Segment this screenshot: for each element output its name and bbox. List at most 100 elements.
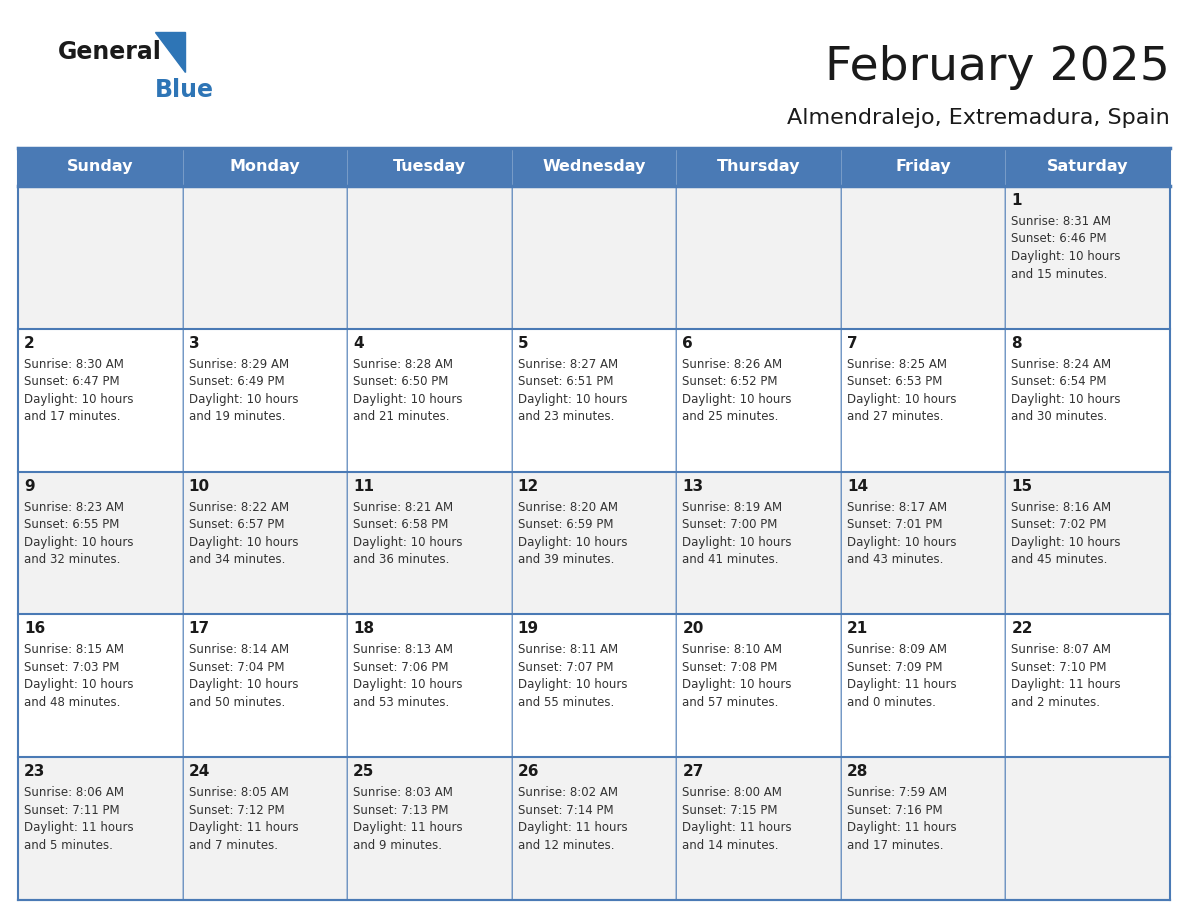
Bar: [18, 186, 183, 329]
Text: Sunrise: 8:28 AM
Sunset: 6:50 PM
Daylight: 10 hours
and 21 minutes.: Sunrise: 8:28 AM Sunset: 6:50 PM Dayligh…: [353, 358, 462, 423]
Text: 21: 21: [847, 621, 868, 636]
Text: Sunrise: 8:11 AM
Sunset: 7:07 PM
Daylight: 10 hours
and 55 minutes.: Sunrise: 8:11 AM Sunset: 7:07 PM Dayligh…: [518, 644, 627, 709]
Bar: [18, 472, 183, 614]
Bar: [841, 329, 1005, 472]
Text: Sunrise: 8:24 AM
Sunset: 6:54 PM
Daylight: 10 hours
and 30 minutes.: Sunrise: 8:24 AM Sunset: 6:54 PM Dayligh…: [1011, 358, 1121, 423]
Text: Sunrise: 8:26 AM
Sunset: 6:52 PM
Daylight: 10 hours
and 25 minutes.: Sunrise: 8:26 AM Sunset: 6:52 PM Dayligh…: [682, 358, 791, 423]
Bar: [676, 148, 841, 186]
Text: Sunrise: 8:06 AM
Sunset: 7:11 PM
Daylight: 11 hours
and 5 minutes.: Sunrise: 8:06 AM Sunset: 7:11 PM Dayligh…: [24, 786, 133, 852]
Text: Sunrise: 8:17 AM
Sunset: 7:01 PM
Daylight: 10 hours
and 43 minutes.: Sunrise: 8:17 AM Sunset: 7:01 PM Dayligh…: [847, 500, 956, 566]
Bar: [347, 614, 512, 757]
Text: 4: 4: [353, 336, 364, 351]
Text: 10: 10: [189, 478, 210, 494]
Bar: [347, 148, 512, 186]
Bar: [347, 757, 512, 900]
Text: 14: 14: [847, 478, 868, 494]
Text: 12: 12: [518, 478, 539, 494]
Bar: [512, 614, 676, 757]
Text: Sunrise: 8:15 AM
Sunset: 7:03 PM
Daylight: 10 hours
and 48 minutes.: Sunrise: 8:15 AM Sunset: 7:03 PM Dayligh…: [24, 644, 133, 709]
Bar: [18, 148, 183, 186]
Text: Sunrise: 8:05 AM
Sunset: 7:12 PM
Daylight: 11 hours
and 7 minutes.: Sunrise: 8:05 AM Sunset: 7:12 PM Dayligh…: [189, 786, 298, 852]
Text: General: General: [58, 40, 162, 64]
Text: 24: 24: [189, 764, 210, 779]
Bar: [676, 186, 841, 329]
Bar: [512, 472, 676, 614]
Bar: [183, 148, 347, 186]
Text: 7: 7: [847, 336, 858, 351]
Text: 15: 15: [1011, 478, 1032, 494]
Bar: [1005, 186, 1170, 329]
Bar: [841, 614, 1005, 757]
Text: 26: 26: [518, 764, 539, 779]
Text: 1: 1: [1011, 193, 1022, 208]
Text: 25: 25: [353, 764, 374, 779]
Bar: [512, 148, 676, 186]
Bar: [347, 472, 512, 614]
Text: Sunrise: 8:16 AM
Sunset: 7:02 PM
Daylight: 10 hours
and 45 minutes.: Sunrise: 8:16 AM Sunset: 7:02 PM Dayligh…: [1011, 500, 1121, 566]
Text: Friday: Friday: [896, 160, 950, 174]
Bar: [1005, 329, 1170, 472]
Text: Sunrise: 8:27 AM
Sunset: 6:51 PM
Daylight: 10 hours
and 23 minutes.: Sunrise: 8:27 AM Sunset: 6:51 PM Dayligh…: [518, 358, 627, 423]
Polygon shape: [154, 32, 185, 72]
Text: Sunrise: 8:22 AM
Sunset: 6:57 PM
Daylight: 10 hours
and 34 minutes.: Sunrise: 8:22 AM Sunset: 6:57 PM Dayligh…: [189, 500, 298, 566]
Bar: [18, 757, 183, 900]
Text: Sunrise: 7:59 AM
Sunset: 7:16 PM
Daylight: 11 hours
and 17 minutes.: Sunrise: 7:59 AM Sunset: 7:16 PM Dayligh…: [847, 786, 956, 852]
Text: 22: 22: [1011, 621, 1032, 636]
Text: 9: 9: [24, 478, 34, 494]
Text: 13: 13: [682, 478, 703, 494]
Bar: [183, 757, 347, 900]
Bar: [841, 148, 1005, 186]
Text: Sunrise: 8:02 AM
Sunset: 7:14 PM
Daylight: 11 hours
and 12 minutes.: Sunrise: 8:02 AM Sunset: 7:14 PM Dayligh…: [518, 786, 627, 852]
Text: Sunrise: 8:14 AM
Sunset: 7:04 PM
Daylight: 10 hours
and 50 minutes.: Sunrise: 8:14 AM Sunset: 7:04 PM Dayligh…: [189, 644, 298, 709]
Bar: [512, 757, 676, 900]
Text: Sunrise: 8:00 AM
Sunset: 7:15 PM
Daylight: 11 hours
and 14 minutes.: Sunrise: 8:00 AM Sunset: 7:15 PM Dayligh…: [682, 786, 792, 852]
Bar: [1005, 472, 1170, 614]
Text: Sunrise: 8:23 AM
Sunset: 6:55 PM
Daylight: 10 hours
and 32 minutes.: Sunrise: 8:23 AM Sunset: 6:55 PM Dayligh…: [24, 500, 133, 566]
Text: Sunrise: 8:10 AM
Sunset: 7:08 PM
Daylight: 10 hours
and 57 minutes.: Sunrise: 8:10 AM Sunset: 7:08 PM Dayligh…: [682, 644, 791, 709]
Bar: [841, 186, 1005, 329]
Text: 27: 27: [682, 764, 703, 779]
Bar: [1005, 757, 1170, 900]
Bar: [183, 472, 347, 614]
Text: Sunrise: 8:30 AM
Sunset: 6:47 PM
Daylight: 10 hours
and 17 minutes.: Sunrise: 8:30 AM Sunset: 6:47 PM Dayligh…: [24, 358, 133, 423]
Text: Sunrise: 8:19 AM
Sunset: 7:00 PM
Daylight: 10 hours
and 41 minutes.: Sunrise: 8:19 AM Sunset: 7:00 PM Dayligh…: [682, 500, 791, 566]
Bar: [841, 472, 1005, 614]
Text: Sunrise: 8:09 AM
Sunset: 7:09 PM
Daylight: 11 hours
and 0 minutes.: Sunrise: 8:09 AM Sunset: 7:09 PM Dayligh…: [847, 644, 956, 709]
Text: 3: 3: [189, 336, 200, 351]
Text: Wednesday: Wednesday: [542, 160, 646, 174]
Text: Saturday: Saturday: [1047, 160, 1129, 174]
Bar: [841, 757, 1005, 900]
Text: 5: 5: [518, 336, 529, 351]
Bar: [18, 329, 183, 472]
Bar: [347, 329, 512, 472]
Text: 11: 11: [353, 478, 374, 494]
Text: 2: 2: [24, 336, 34, 351]
Text: Thursday: Thursday: [716, 160, 801, 174]
Text: Tuesday: Tuesday: [393, 160, 466, 174]
Bar: [1005, 614, 1170, 757]
Text: Blue: Blue: [154, 78, 214, 102]
Text: Sunrise: 8:31 AM
Sunset: 6:46 PM
Daylight: 10 hours
and 15 minutes.: Sunrise: 8:31 AM Sunset: 6:46 PM Dayligh…: [1011, 215, 1121, 281]
Text: February 2025: February 2025: [826, 46, 1170, 91]
Text: Sunday: Sunday: [67, 160, 133, 174]
Bar: [183, 329, 347, 472]
Text: 28: 28: [847, 764, 868, 779]
Text: 16: 16: [24, 621, 45, 636]
Bar: [183, 614, 347, 757]
Bar: [183, 186, 347, 329]
Bar: [347, 186, 512, 329]
Text: 6: 6: [682, 336, 693, 351]
Text: Sunrise: 8:25 AM
Sunset: 6:53 PM
Daylight: 10 hours
and 27 minutes.: Sunrise: 8:25 AM Sunset: 6:53 PM Dayligh…: [847, 358, 956, 423]
Text: 23: 23: [24, 764, 45, 779]
Bar: [676, 614, 841, 757]
Text: 19: 19: [518, 621, 539, 636]
Bar: [676, 329, 841, 472]
Text: Sunrise: 8:21 AM
Sunset: 6:58 PM
Daylight: 10 hours
and 36 minutes.: Sunrise: 8:21 AM Sunset: 6:58 PM Dayligh…: [353, 500, 462, 566]
Text: Sunrise: 8:20 AM
Sunset: 6:59 PM
Daylight: 10 hours
and 39 minutes.: Sunrise: 8:20 AM Sunset: 6:59 PM Dayligh…: [518, 500, 627, 566]
Text: Monday: Monday: [229, 160, 301, 174]
Text: Sunrise: 8:03 AM
Sunset: 7:13 PM
Daylight: 11 hours
and 9 minutes.: Sunrise: 8:03 AM Sunset: 7:13 PM Dayligh…: [353, 786, 463, 852]
Bar: [1005, 148, 1170, 186]
Bar: [512, 186, 676, 329]
Text: Sunrise: 8:13 AM
Sunset: 7:06 PM
Daylight: 10 hours
and 53 minutes.: Sunrise: 8:13 AM Sunset: 7:06 PM Dayligh…: [353, 644, 462, 709]
Text: 17: 17: [189, 621, 210, 636]
